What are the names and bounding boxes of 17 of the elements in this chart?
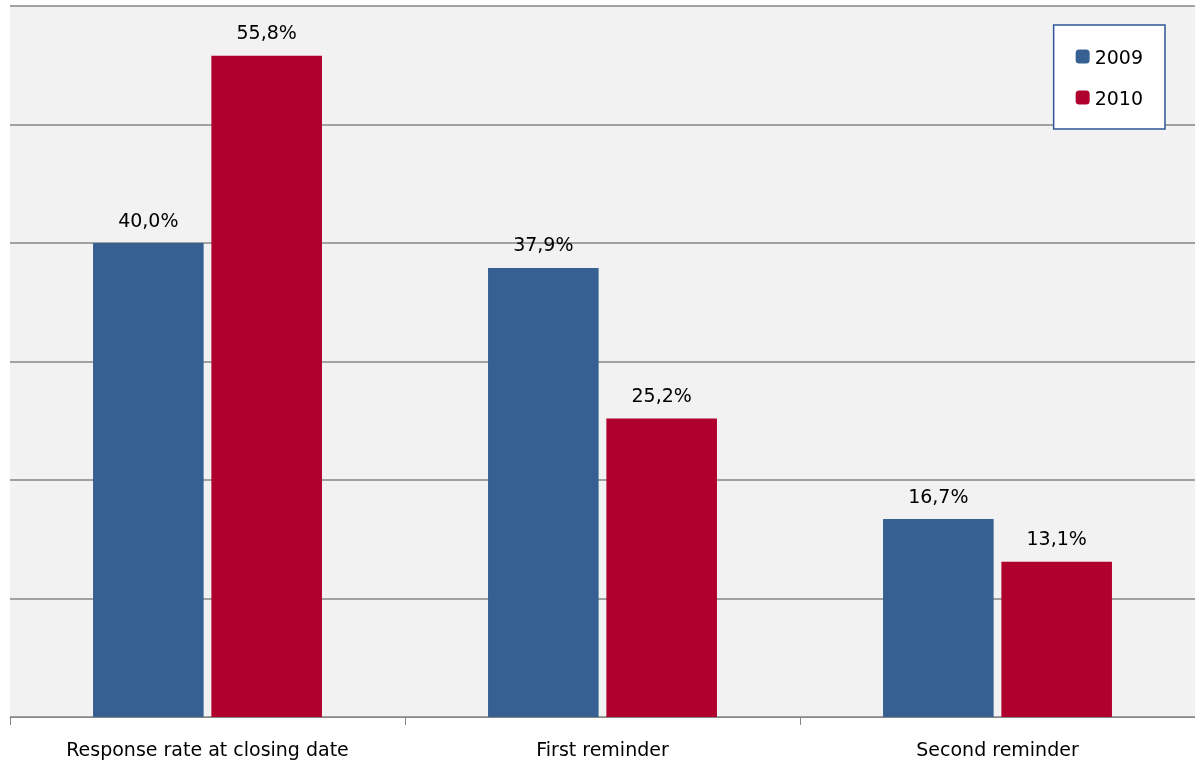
data-label: 40,0% bbox=[118, 208, 179, 231]
legend-label: 2010 bbox=[1094, 86, 1144, 109]
data-label: 37,9% bbox=[513, 233, 574, 256]
bar bbox=[606, 418, 717, 717]
bar bbox=[883, 519, 994, 717]
data-label: 13,1% bbox=[1026, 527, 1087, 550]
x-tick-label: First reminder bbox=[536, 737, 669, 760]
legend-label: 2009 bbox=[1094, 45, 1144, 68]
data-label: 55,8% bbox=[236, 21, 297, 44]
data-label: 16,7% bbox=[908, 484, 969, 507]
bar bbox=[93, 243, 204, 717]
data-label: 25,2% bbox=[631, 383, 692, 406]
bar bbox=[488, 267, 599, 717]
bar bbox=[211, 55, 322, 717]
x-tick-label: Second reminder bbox=[916, 737, 1079, 760]
x-tick-label: Response rate at closing date bbox=[66, 737, 349, 760]
bar bbox=[1001, 561, 1112, 717]
